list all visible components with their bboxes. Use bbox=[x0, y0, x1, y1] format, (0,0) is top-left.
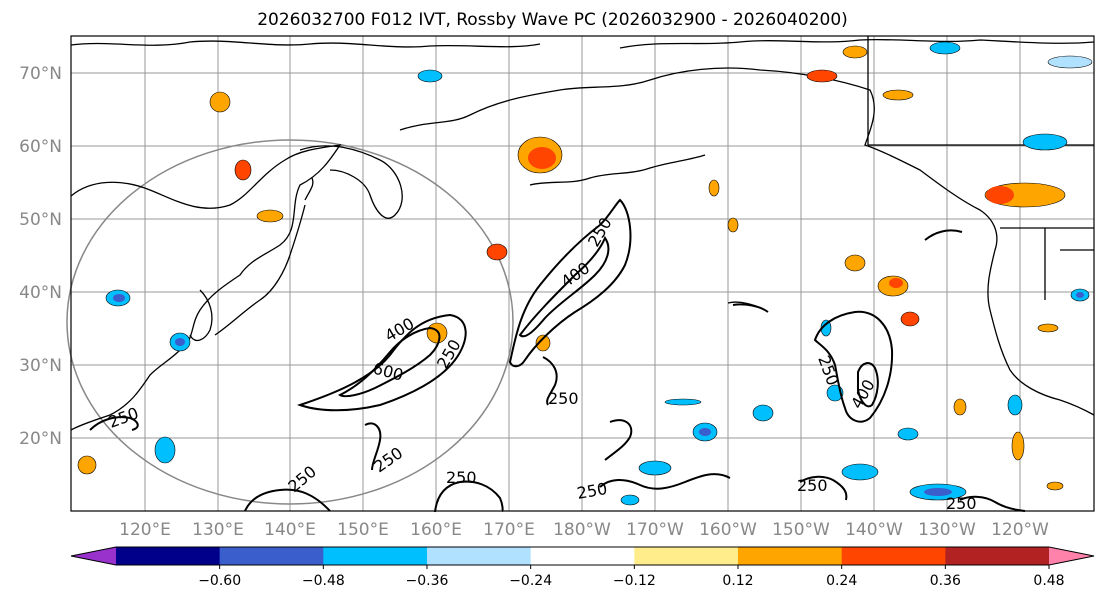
ivt-contours bbox=[89, 198, 1026, 513]
colorbar-tick-label: −0.24 bbox=[509, 573, 552, 589]
colorbar-segment bbox=[945, 547, 1050, 565]
colorbar-tick-label: −0.60 bbox=[198, 573, 241, 589]
lon-label: 130°W bbox=[918, 520, 976, 540]
colorbar: −0.60 −0.48 −0.36 −0.24 −0.12 0.12 0.24 0.36 0.4… bbox=[70, 546, 1095, 589]
colorbar-segment bbox=[219, 547, 324, 565]
lon-label: 130°E bbox=[192, 520, 244, 540]
figure-title: 2026032700 F012 IVT, Rossby Wave PC (202… bbox=[257, 10, 848, 30]
lat-label: 30°N bbox=[19, 356, 62, 376]
lon-label: 160°E bbox=[410, 520, 462, 540]
colorbar-segment bbox=[738, 547, 843, 565]
colorbar-tick-label: 0.24 bbox=[826, 573, 857, 589]
lon-label: 150°W bbox=[772, 520, 830, 540]
longitude-labels: 120°E 130°E 140°E 150°E 160°E 170°E 180°… bbox=[119, 520, 1049, 540]
contour-label: 250 bbox=[548, 389, 579, 408]
lon-label: 120°W bbox=[991, 520, 1049, 540]
lat-label: 40°N bbox=[19, 283, 62, 303]
lon-label: 160°W bbox=[699, 520, 757, 540]
lon-label: 170°E bbox=[483, 520, 535, 540]
colorbar-segment bbox=[530, 547, 635, 565]
lat-label: 50°N bbox=[19, 210, 62, 230]
lon-label: 140°E bbox=[264, 520, 316, 540]
colorbar-tick-label: −0.36 bbox=[406, 573, 449, 589]
colorbar-segment bbox=[841, 547, 946, 565]
ivt-negative-shading bbox=[105, 41, 1093, 506]
latitude-labels: 70°N 60°N 50°N 40°N 30°N 20°N bbox=[19, 64, 62, 449]
region-circle bbox=[66, 139, 514, 505]
coastlines bbox=[70, 36, 1095, 431]
lat-label: 70°N bbox=[19, 64, 62, 84]
lon-label: 120°E bbox=[119, 520, 171, 540]
colorbar-segment bbox=[427, 547, 532, 565]
colorbar-outline bbox=[70, 546, 1095, 566]
colorbar-extend-left bbox=[71, 547, 116, 565]
lon-label: 170°W bbox=[626, 520, 684, 540]
colorbar-segment bbox=[323, 547, 428, 565]
contour-label: 250 bbox=[446, 468, 477, 487]
map-border bbox=[70, 35, 1095, 512]
colorbar-tick-label: 0.48 bbox=[1033, 573, 1064, 589]
lat-label: 20°N bbox=[19, 429, 62, 449]
colorbar-segment bbox=[116, 547, 221, 565]
contour-label: 250 bbox=[946, 494, 977, 513]
gridlines bbox=[71, 36, 1094, 511]
ivt-positive-shading bbox=[77, 45, 1066, 491]
lon-label: 140°W bbox=[845, 520, 903, 540]
lat-label: 60°N bbox=[19, 137, 62, 157]
lon-label: 180°W bbox=[553, 520, 611, 540]
colorbar-tick-label: −0.48 bbox=[302, 573, 345, 589]
colorbar-tick-label: −0.12 bbox=[613, 573, 656, 589]
colorbar-tick-label: 0.36 bbox=[930, 573, 961, 589]
colorbar-extend-right bbox=[1049, 547, 1094, 565]
lon-label: 150°E bbox=[337, 520, 389, 540]
colorbar-segment bbox=[634, 547, 739, 565]
colorbar-tick-label: 0.12 bbox=[722, 573, 753, 589]
contour-label: 250 bbox=[797, 476, 828, 495]
